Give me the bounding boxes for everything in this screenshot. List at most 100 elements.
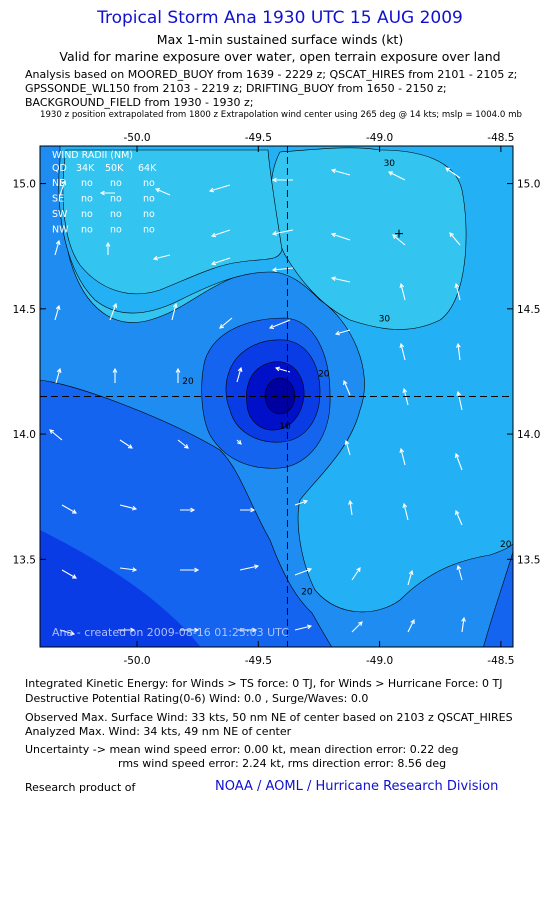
wind-vector — [399, 342, 406, 361]
wind-vector — [152, 254, 171, 261]
y-tick-label-right: 13.5 — [517, 554, 540, 566]
wind-vector — [402, 387, 409, 406]
contour-label: 20 — [318, 369, 330, 379]
observed-max-line: Observed Max. Surface Wind: 33 kts, 50 n… — [25, 711, 513, 724]
wind-vector — [49, 429, 63, 441]
wind-radii-cell: no — [110, 194, 122, 205]
wind-vector — [61, 504, 78, 514]
wind-vector — [455, 509, 463, 526]
wind-vector — [455, 342, 461, 361]
wind-vector — [59, 629, 76, 636]
wind-vector — [294, 624, 313, 631]
x-tick-label-bottom: -48.5 — [487, 655, 514, 667]
wind-vector — [351, 621, 363, 633]
wind-radii-title: WIND RADII (NM) — [52, 150, 133, 161]
wind-vector — [271, 267, 294, 273]
wind-vector — [59, 179, 67, 196]
uncertainty-line-1: Uncertainty -> mean wind speed error: 0.… — [25, 743, 459, 756]
wind-vector — [171, 302, 178, 321]
wind-radii-cell: no — [81, 225, 93, 236]
wind-vector — [343, 379, 351, 396]
wind-radii-cell: NW — [52, 225, 69, 236]
y-tick-label-left: 15.0 — [13, 179, 36, 191]
plot-area: 30 30 20 20 20 20 10 WIND RADII (NM) QD 34K 50K 64K… — [40, 146, 513, 647]
wind-vector — [348, 499, 353, 516]
wind-vector — [55, 367, 62, 384]
x-tick-label-top: -48.5 — [487, 132, 514, 144]
wind-vector — [219, 317, 233, 329]
wind-radii-cell: no — [81, 178, 93, 189]
wind-radii-cell: no — [110, 178, 122, 189]
wind-vectors — [49, 167, 466, 636]
wind-radii-cell: no — [81, 194, 93, 205]
wind-vector — [449, 232, 461, 246]
wind-radii-cell: no — [81, 209, 93, 220]
wind-vector — [387, 171, 406, 181]
wind-vector — [461, 616, 466, 633]
wind-vector — [407, 569, 414, 586]
wind-vector — [154, 188, 171, 196]
wind-vector — [236, 366, 243, 383]
wind-vector — [351, 567, 361, 581]
wind-vector — [208, 184, 231, 193]
wind-vector — [180, 507, 196, 513]
wind-vector — [392, 234, 406, 246]
subtitle-winds: Max 1-min sustained surface winds (kt) — [156, 32, 404, 47]
dpr-line: Destructive Potential Rating(0-6) Wind: … — [25, 692, 369, 705]
wind-vector — [334, 329, 351, 336]
storm-core — [264, 377, 296, 415]
contour-label: 10 — [279, 422, 291, 432]
wind-radii-cell: NE — [52, 178, 65, 189]
wind-vector — [236, 439, 242, 445]
analysis-line-2: GPSSONDE_WL150 from 2103 - 2219 z; DRIFT… — [25, 82, 447, 95]
wind-radii-table: WIND RADII (NM) QD 34K 50K 64K NE no no no SE no no… — [52, 150, 157, 236]
wind-vector — [99, 190, 115, 196]
wind-vector — [210, 229, 231, 238]
page-title: Tropical Storm Ana 1930 UTC 15 AUG 2009 — [97, 8, 463, 28]
x-tick-label-bottom: -49.5 — [245, 655, 272, 667]
wind-vector — [330, 232, 351, 241]
wind-radii-header: 64K — [138, 163, 157, 174]
y-tick-label-right: 14.5 — [517, 304, 540, 316]
wind-vector — [54, 304, 61, 321]
wind-vector — [344, 439, 351, 456]
subtitle-validity: Valid for marine exposure over water, op… — [59, 49, 501, 64]
wind-vector — [175, 367, 181, 383]
wind-vector — [105, 241, 111, 255]
y-tick-label-right: 14.0 — [517, 429, 540, 441]
wind-vector — [407, 618, 415, 633]
x-tick-label-top: -49.0 — [366, 132, 393, 144]
wind-radii-cell: no — [110, 225, 122, 236]
wind-vector — [445, 167, 461, 179]
wind-vector — [399, 282, 406, 301]
x-tick-label-bottom: -50.0 — [123, 655, 150, 667]
wind-vector — [399, 447, 406, 466]
wind-vector — [456, 390, 463, 411]
ike-line: Integrated Kinetic Energy: for Winds > T… — [25, 677, 503, 690]
wind-vector — [456, 564, 463, 581]
wind-vector — [330, 276, 351, 283]
created-stamp: Ana - created on 2009-08-16 01:25:03 UTC — [52, 626, 289, 639]
wind-radii-cell: no — [143, 209, 155, 220]
wind-radii-header: QD — [52, 163, 67, 174]
plot-frame — [39, 145, 514, 648]
wind-vector — [294, 499, 309, 506]
wind-radii-cell: SW — [52, 209, 68, 220]
analysis-line-1: Analysis based on MOORED_BUOY from 1639 … — [25, 68, 518, 81]
wind-vector — [294, 567, 313, 576]
wind-vector — [119, 504, 138, 511]
x-tick-label-bottom: -49.0 — [366, 655, 393, 667]
wind-vector — [210, 257, 231, 266]
x-tick-label-top: -50.0 — [123, 132, 150, 144]
wind-radii-cell: no — [110, 209, 122, 220]
contour-label: 20 — [500, 540, 512, 550]
org-link[interactable]: NOAA / AOML / Hurricane Research Divisio… — [215, 779, 499, 794]
wind-vector — [54, 239, 61, 256]
wind-vector — [271, 177, 293, 183]
x-tick-label-top: -49.5 — [245, 132, 272, 144]
wind-vector — [119, 439, 133, 449]
wind-vector — [240, 507, 256, 513]
research-label: Research product of — [25, 781, 136, 794]
wind-radii-header: 50K — [105, 163, 124, 174]
